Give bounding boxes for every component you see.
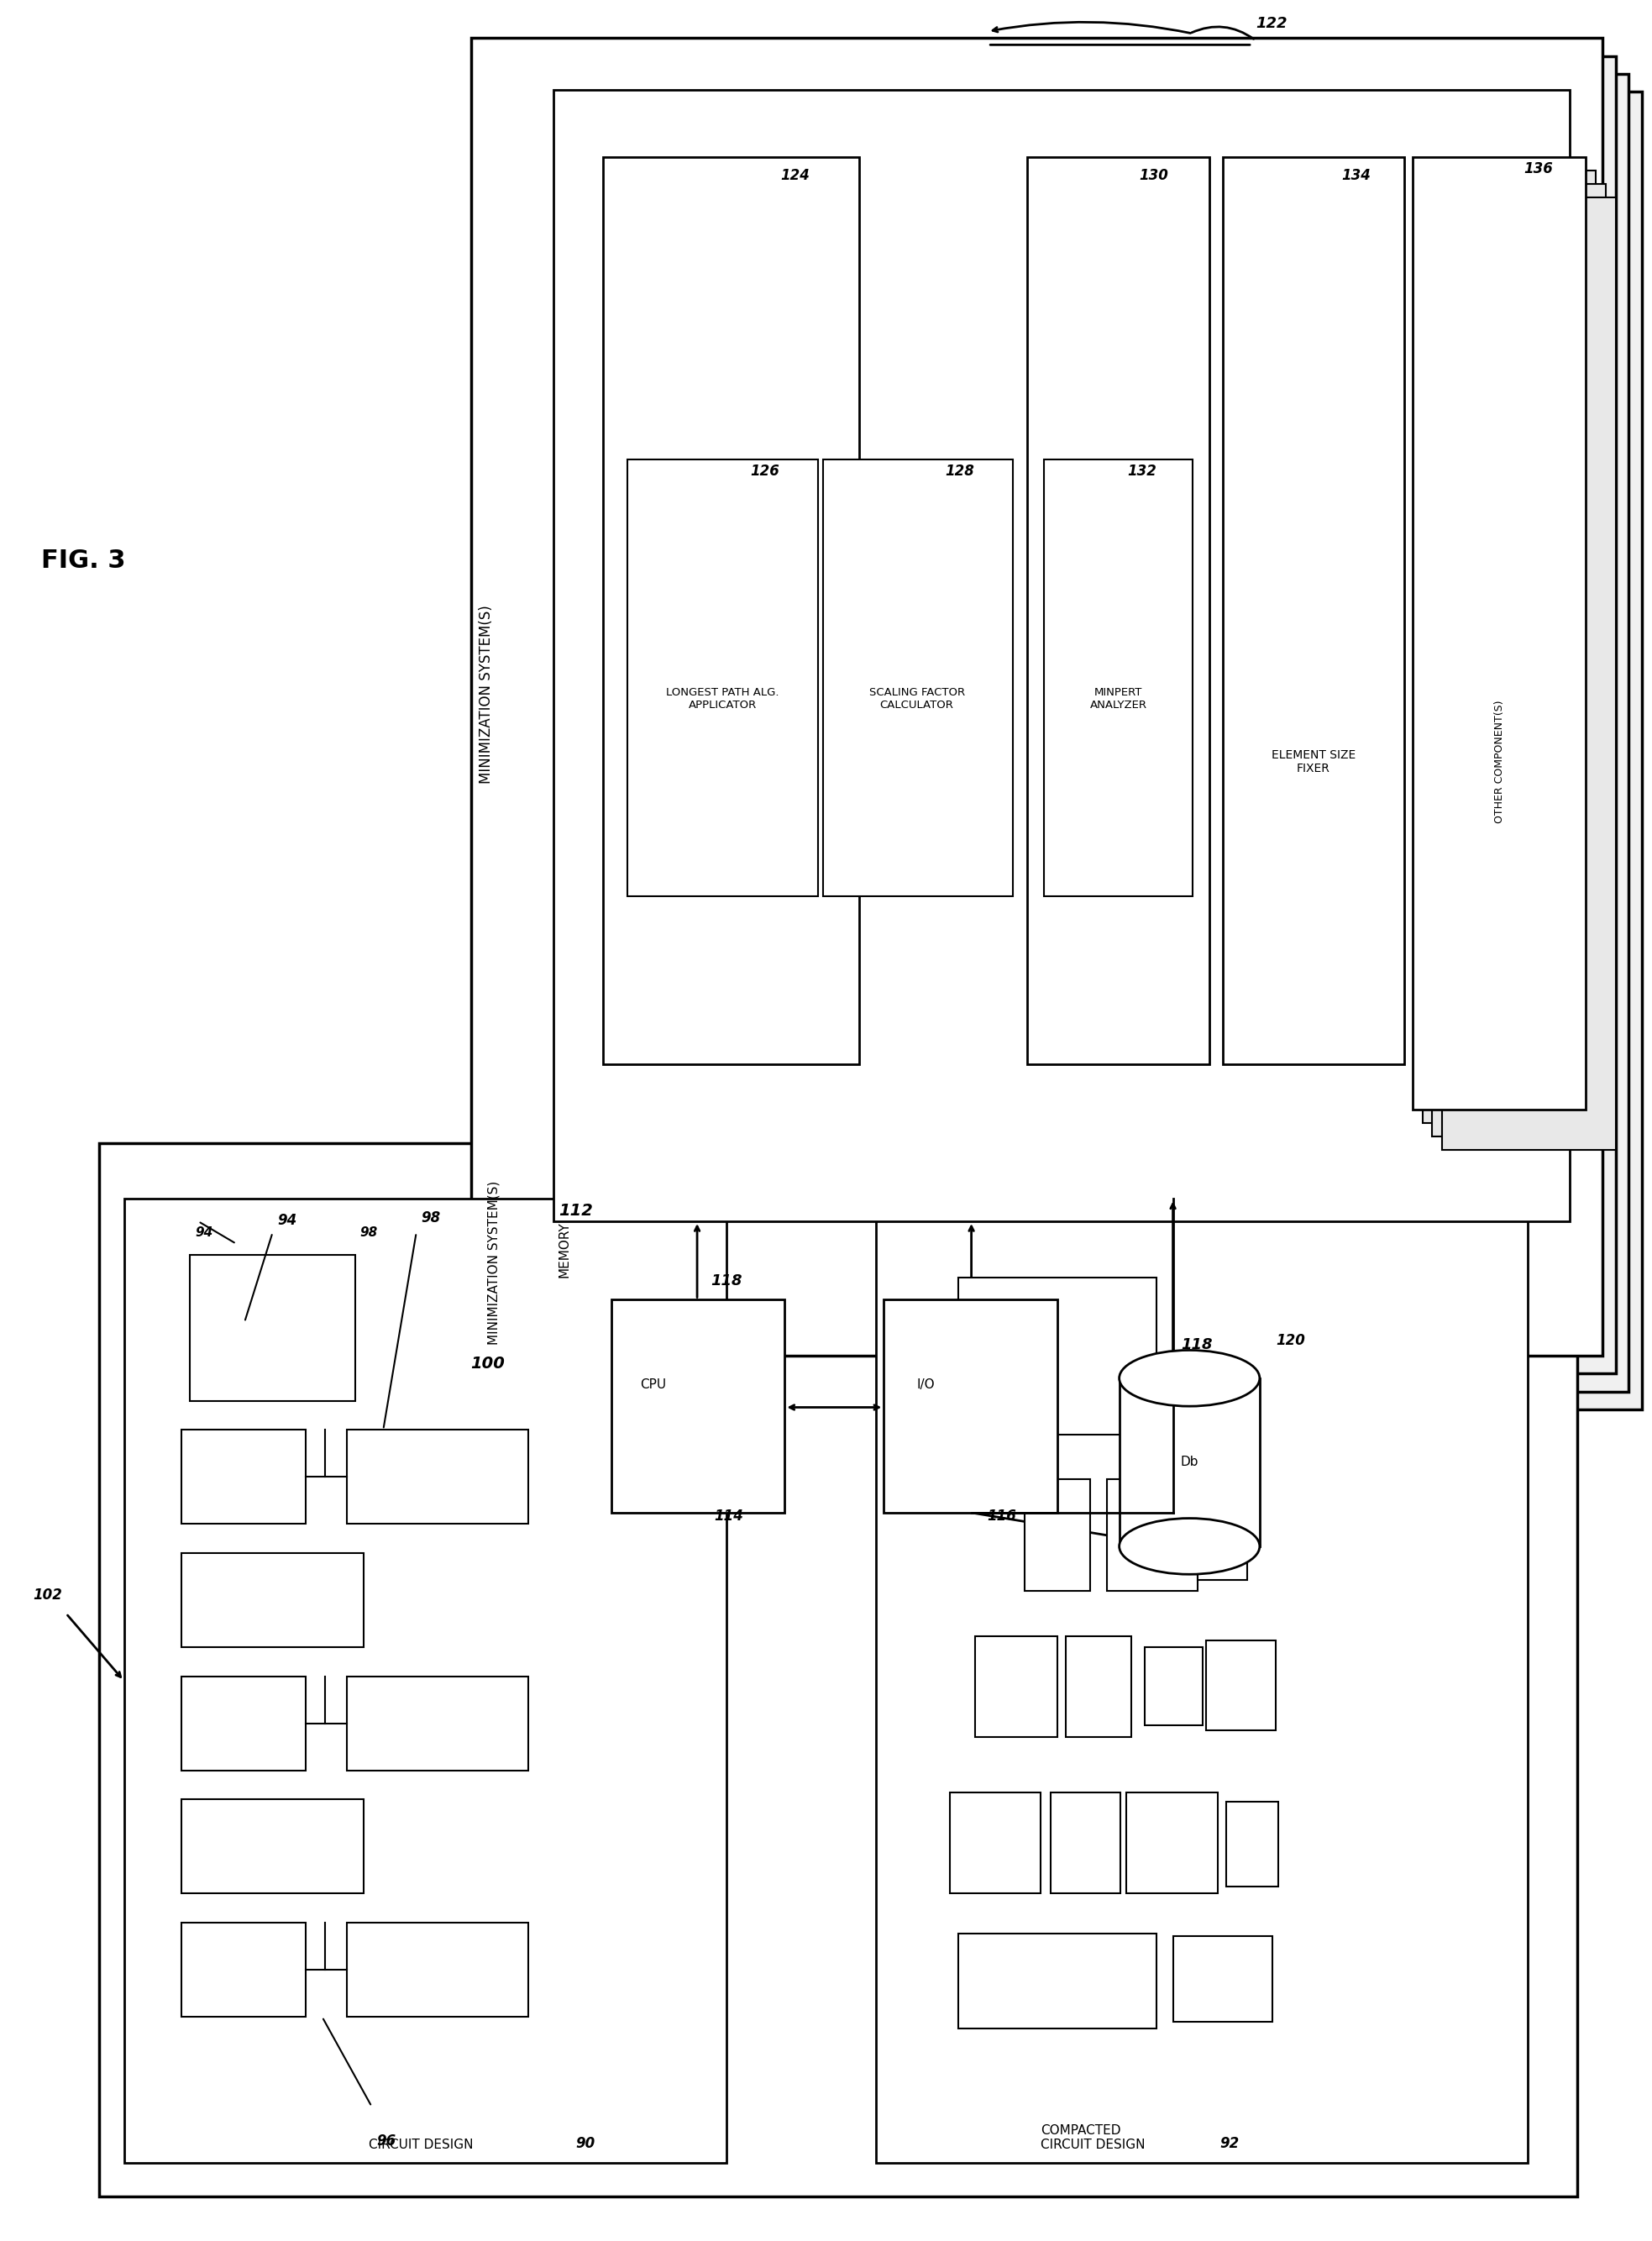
- Text: MINIMIZATION SYSTEM(S): MINIMIZATION SYSTEM(S): [479, 605, 494, 784]
- FancyBboxPatch shape: [611, 1300, 785, 1513]
- Text: 118: 118: [1181, 1338, 1213, 1351]
- FancyBboxPatch shape: [1226, 1802, 1279, 1887]
- FancyBboxPatch shape: [958, 1277, 1156, 1434]
- FancyBboxPatch shape: [484, 56, 1616, 1374]
- Text: Db: Db: [1181, 1457, 1198, 1468]
- FancyBboxPatch shape: [823, 459, 1013, 896]
- FancyBboxPatch shape: [182, 1923, 306, 2017]
- FancyBboxPatch shape: [1127, 1793, 1218, 1894]
- Text: 128: 128: [945, 464, 975, 480]
- Text: 100: 100: [471, 1356, 506, 1371]
- Text: 92: 92: [1219, 2136, 1239, 2151]
- Text: 120: 120: [1275, 1333, 1305, 1349]
- FancyBboxPatch shape: [1066, 1636, 1132, 1737]
- FancyBboxPatch shape: [1206, 1640, 1275, 1730]
- FancyBboxPatch shape: [182, 1553, 363, 1647]
- FancyBboxPatch shape: [975, 1636, 1057, 1737]
- Text: MEMORY: MEMORY: [558, 1221, 572, 1277]
- Text: 94: 94: [195, 1226, 213, 1239]
- Ellipse shape: [1118, 1519, 1259, 1573]
- FancyBboxPatch shape: [1412, 157, 1586, 1109]
- FancyBboxPatch shape: [1120, 1378, 1259, 1546]
- Text: MINPERT
ANALYZER: MINPERT ANALYZER: [1090, 688, 1146, 710]
- Text: 90: 90: [575, 2136, 595, 2151]
- Text: SCALING FACTOR
DETERMINATOR: SCALING FACTOR DETERMINATOR: [681, 659, 783, 686]
- Text: CPU: CPU: [639, 1378, 666, 1392]
- Text: 122: 122: [1256, 16, 1287, 31]
- FancyBboxPatch shape: [182, 1430, 306, 1524]
- Text: SCALER: SCALER: [1095, 755, 1142, 769]
- Text: 130: 130: [1138, 168, 1168, 184]
- FancyBboxPatch shape: [497, 74, 1629, 1392]
- Text: 112: 112: [558, 1203, 593, 1219]
- FancyBboxPatch shape: [1145, 1647, 1203, 1726]
- FancyBboxPatch shape: [1222, 157, 1404, 1064]
- FancyBboxPatch shape: [1044, 459, 1193, 896]
- FancyBboxPatch shape: [347, 1676, 529, 1770]
- Text: 118: 118: [710, 1273, 742, 1289]
- FancyBboxPatch shape: [884, 1300, 1057, 1513]
- Text: 136: 136: [1523, 161, 1553, 177]
- Text: 102: 102: [33, 1587, 63, 1602]
- FancyBboxPatch shape: [1422, 170, 1596, 1123]
- FancyBboxPatch shape: [958, 1934, 1156, 2028]
- Text: 134: 134: [1341, 168, 1371, 184]
- FancyBboxPatch shape: [950, 1793, 1041, 1894]
- FancyBboxPatch shape: [1107, 1479, 1198, 1591]
- Ellipse shape: [1118, 1349, 1259, 1407]
- FancyBboxPatch shape: [510, 92, 1642, 1410]
- FancyBboxPatch shape: [876, 1199, 1528, 2163]
- Text: 126: 126: [750, 464, 780, 480]
- Text: COMPACTED
CIRCUIT DESIGN: COMPACTED CIRCUIT DESIGN: [1041, 2124, 1145, 2151]
- FancyBboxPatch shape: [628, 459, 818, 896]
- Text: 116: 116: [986, 1508, 1016, 1524]
- FancyBboxPatch shape: [1173, 1936, 1272, 2021]
- Text: CIRCUIT DESIGN: CIRCUIT DESIGN: [368, 2138, 474, 2151]
- FancyBboxPatch shape: [347, 1923, 529, 2017]
- FancyBboxPatch shape: [182, 1676, 306, 1770]
- FancyBboxPatch shape: [99, 1143, 1578, 2196]
- FancyBboxPatch shape: [1198, 1490, 1247, 1580]
- FancyBboxPatch shape: [603, 157, 859, 1064]
- FancyBboxPatch shape: [124, 1199, 727, 2163]
- Text: 132: 132: [1127, 464, 1156, 480]
- FancyBboxPatch shape: [471, 38, 1602, 1356]
- FancyBboxPatch shape: [1028, 157, 1209, 1064]
- Text: I/O: I/O: [917, 1378, 935, 1392]
- FancyBboxPatch shape: [182, 1800, 363, 1894]
- Text: 114: 114: [714, 1508, 743, 1524]
- FancyBboxPatch shape: [1432, 184, 1606, 1136]
- Text: OTHER COMPONENT(S): OTHER COMPONENT(S): [1493, 701, 1505, 822]
- FancyBboxPatch shape: [347, 1430, 529, 1524]
- Text: 94: 94: [278, 1212, 297, 1228]
- Text: 124: 124: [780, 168, 809, 184]
- FancyBboxPatch shape: [1051, 1793, 1120, 1894]
- Text: ELEMENT SIZE
FIXER: ELEMENT SIZE FIXER: [1272, 748, 1355, 775]
- Text: LONGEST PATH ALG.
APPLICATOR: LONGEST PATH ALG. APPLICATOR: [666, 688, 780, 710]
- FancyBboxPatch shape: [190, 1255, 355, 1401]
- Text: 96: 96: [377, 2133, 396, 2149]
- Text: FIG. 3: FIG. 3: [41, 549, 126, 571]
- Text: 98: 98: [421, 1210, 441, 1226]
- FancyBboxPatch shape: [553, 90, 1569, 1221]
- Text: 98: 98: [360, 1226, 378, 1239]
- FancyBboxPatch shape: [1024, 1479, 1090, 1591]
- Text: MINIMIZATION SYSTEM(S): MINIMIZATION SYSTEM(S): [487, 1181, 501, 1345]
- FancyBboxPatch shape: [1442, 197, 1616, 1150]
- Text: SCALING FACTOR
CALCULATOR: SCALING FACTOR CALCULATOR: [869, 688, 965, 710]
